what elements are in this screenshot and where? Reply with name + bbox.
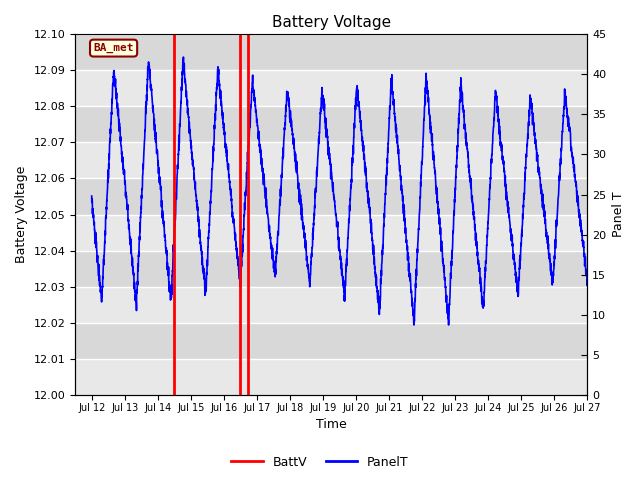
Text: BA_met: BA_met (93, 43, 134, 53)
Bar (75, 143, 588, 179)
Bar (75, 359, 588, 395)
Bar (75, 323, 588, 359)
Bar (75, 179, 588, 215)
Bar (75, 251, 588, 287)
Bar (75, 70, 588, 106)
Title: Battery Voltage: Battery Voltage (272, 15, 391, 30)
Bar (75, 215, 588, 251)
Bar (75, 106, 588, 143)
Bar (75, 34, 588, 70)
Y-axis label: Panel T: Panel T (612, 192, 625, 238)
X-axis label: Time: Time (316, 419, 347, 432)
Legend: BattV, PanelT: BattV, PanelT (227, 451, 413, 474)
Bar (75, 287, 588, 323)
Y-axis label: Battery Voltage: Battery Voltage (15, 166, 28, 263)
